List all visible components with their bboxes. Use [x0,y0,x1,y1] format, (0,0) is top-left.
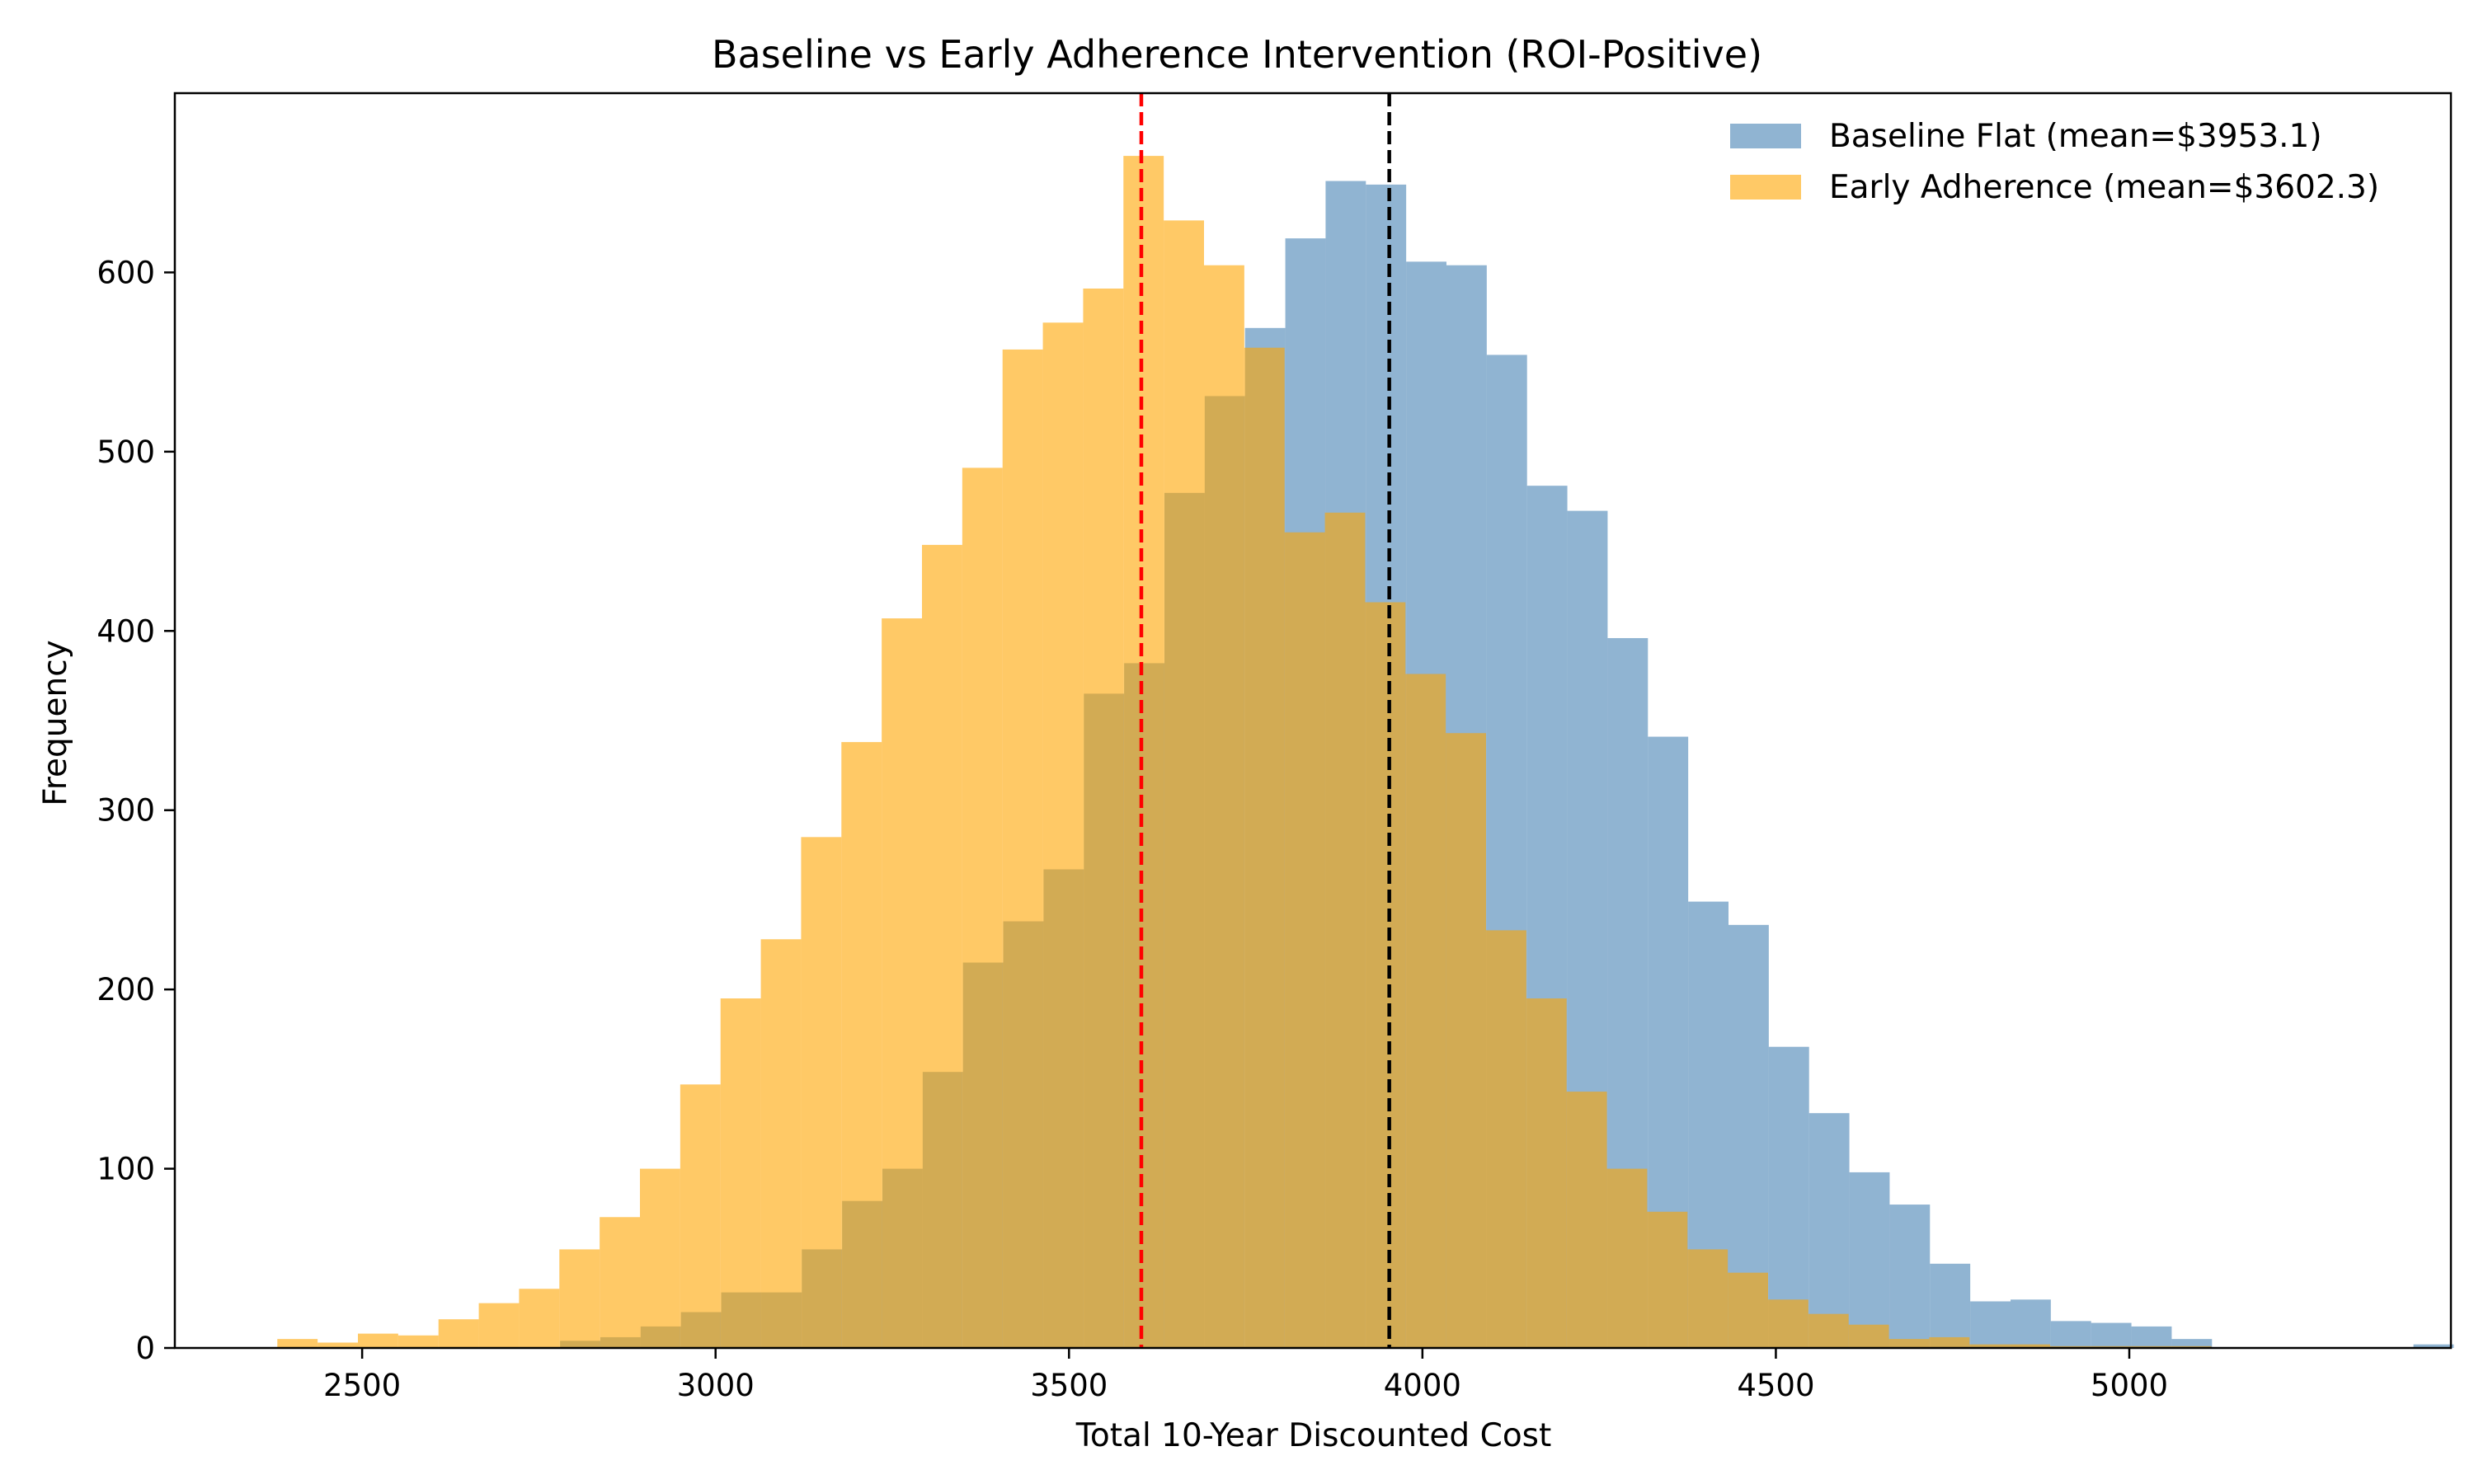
legend: Baseline Flat (mean=$3953.1) Early Adhere… [1730,118,2379,206]
histogram-bar [1768,1046,1809,1348]
histogram-bar [519,1289,560,1348]
histogram-bar [1888,1339,1930,1348]
histogram-bar [1606,1168,1648,1348]
histogram-bar [1405,674,1446,1348]
x-tick-label: 4000 [1384,1368,1461,1403]
histogram-bar [478,1303,520,1348]
y-tick-label: 0 [135,1331,155,1366]
histogram-bar [1042,322,1084,1348]
x-tick-label: 5000 [2091,1368,2168,1403]
histogram-bar [922,544,962,1348]
histogram-bar [962,467,1003,1348]
series-early-adherence [277,156,2212,1349]
histogram-bar [1446,733,1486,1348]
histogram-bar [1970,1301,2011,1348]
histogram-bar [1808,1313,1849,1348]
x-tick-label: 4500 [1737,1368,1814,1403]
x-tick-label: 3500 [1030,1368,1108,1403]
plot-area-frame [173,92,2453,1350]
histogram-bar [397,1335,439,1348]
histogram-bar [640,1168,680,1348]
legend-swatch [1730,124,1801,148]
histogram-bar [1244,347,1285,1349]
histogram-bar [1808,1113,1850,1348]
histogram-bar [1687,1249,1729,1348]
histogram-bar [1728,1272,1768,1348]
y-axis: 0 100 200 300 400 500 600 [96,255,175,1366]
histogram-bar [680,1084,721,1348]
histogram-bar [801,837,842,1348]
histogram-bar [2171,1339,2213,1348]
histogram-bar [1002,349,1043,1348]
y-axis-label: Frequency [37,640,74,805]
legend-label: Baseline Flat (mean=$3953.1) [1829,118,2322,155]
legend-swatch [1730,175,1801,200]
y-tick-label: 500 [96,434,155,470]
histogram-bar [1123,156,1164,1349]
histogram-bar [600,1217,640,1348]
histogram-bar [2131,1326,2172,1348]
histogram-bar [1164,220,1204,1349]
y-tick-label: 300 [96,793,155,829]
bars-layer [277,156,2454,1349]
histogram-bar [1324,512,1366,1348]
x-axis-label: Total 10-Year Discounted Cost [1075,1417,1552,1454]
histogram-bar [2091,1322,2132,1348]
y-tick-label: 100 [96,1152,155,1187]
histogram-bar [2011,1299,2051,1348]
histogram-bar [1566,1092,1607,1348]
x-tick-label: 2500 [323,1368,401,1403]
histogram-bar [438,1319,479,1348]
mean-lines-layer [1139,93,1391,1348]
chart-title: Baseline vs Early Adherence Intervention… [712,32,1762,77]
histogram-bar [1969,1344,2011,1348]
histogram-bar [277,1339,318,1348]
histogram-bar [1848,1324,1889,1348]
histogram-bar [882,618,922,1348]
histogram-bar [1204,265,1244,1348]
histogram-bar [841,742,882,1348]
y-tick-label: 200 [96,972,155,1007]
histogram-bar [1929,1336,1970,1348]
histogram-bar [1930,1263,1971,1348]
legend-label: Early Adherence (mean=$3602.3) [1829,169,2379,206]
histogram-bar [2050,1321,2091,1348]
histogram-bar [559,1249,600,1348]
histogram-bar [1486,930,1526,1348]
x-axis: 2500 3000 3500 4000 4500 5000 [323,1348,2168,1403]
histogram-bar [1284,532,1325,1348]
histogram-bar [720,998,761,1348]
y-tick-label: 600 [96,255,155,290]
x-tick-label: 3000 [677,1368,755,1403]
histogram-bar [1889,1205,1931,1348]
histogram-bar [760,939,802,1348]
histogram-bar [1526,998,1567,1348]
histogram-bar [1849,1172,1890,1348]
histogram-bar [358,1333,398,1348]
histogram-bar [317,1342,358,1348]
histogram-bar [1647,1211,1688,1348]
histogram-bar [1083,288,1124,1349]
histogram-bar [1365,602,1406,1348]
histogram-bar [2010,1344,2050,1348]
histogram-bar [1768,1299,1808,1348]
histogram-bar [2413,1344,2454,1348]
y-tick-label: 400 [96,613,155,649]
